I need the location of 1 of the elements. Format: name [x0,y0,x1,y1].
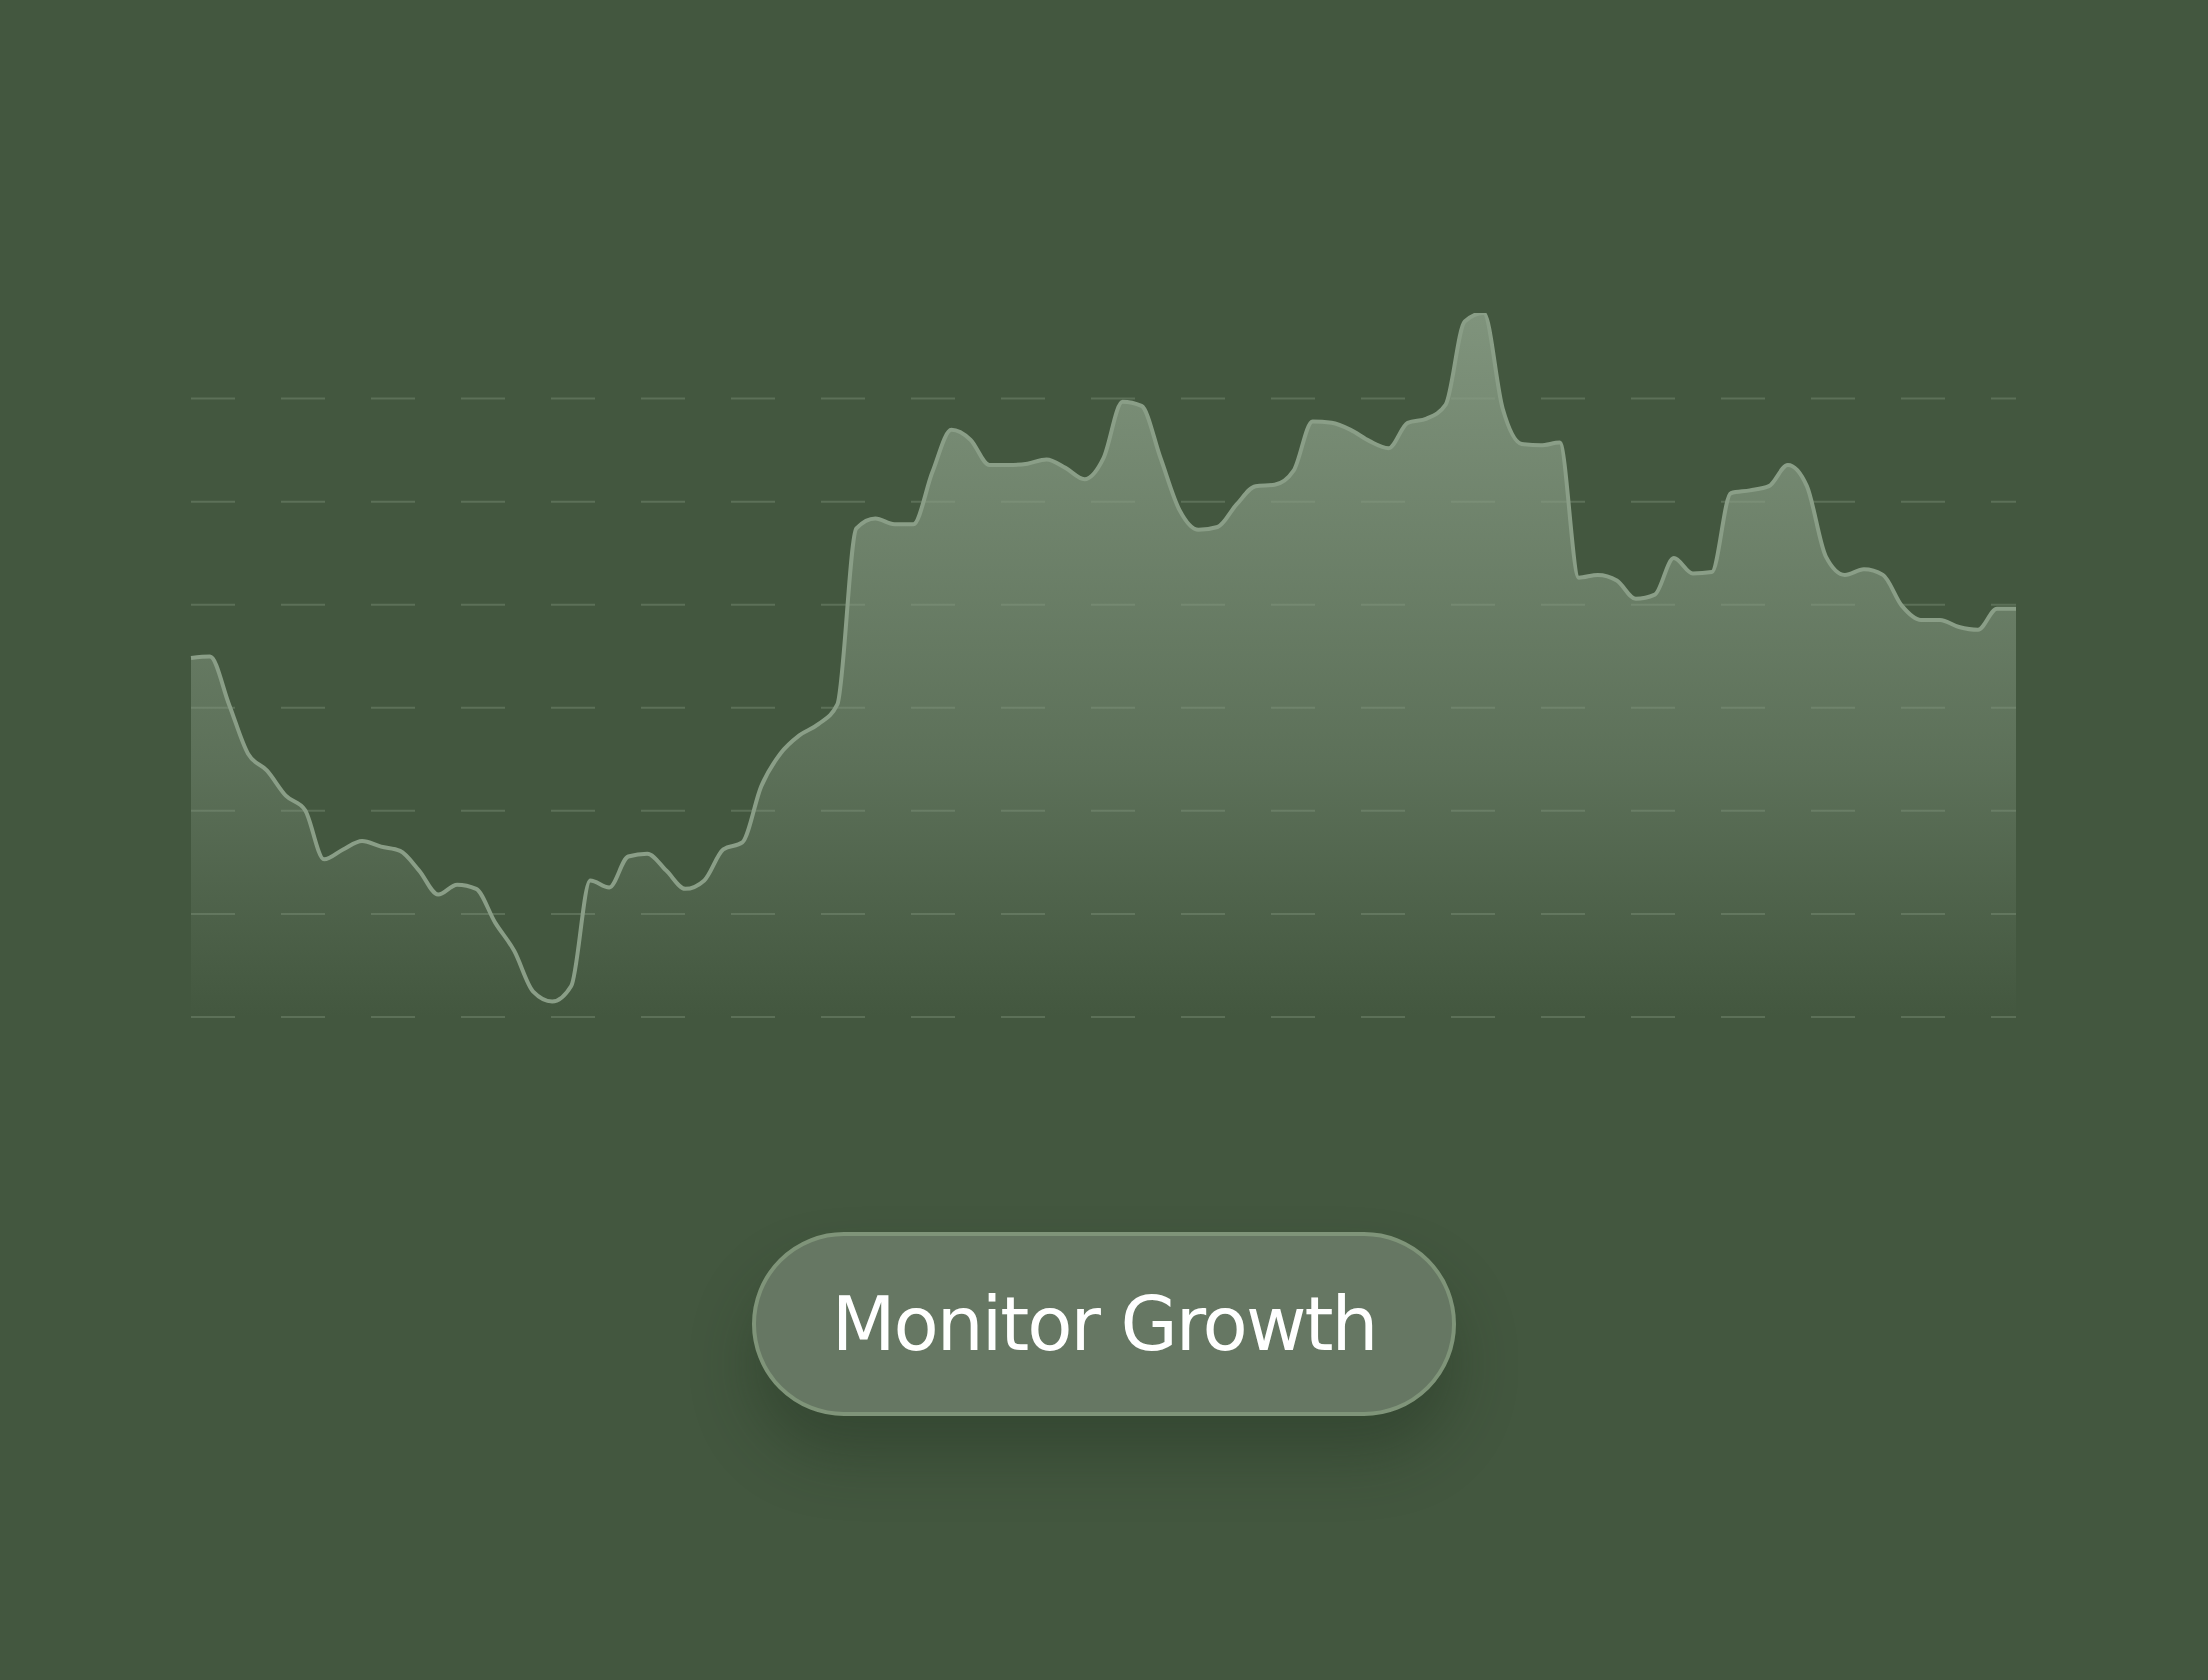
text: Monitor Growth [831,1281,1377,1367]
